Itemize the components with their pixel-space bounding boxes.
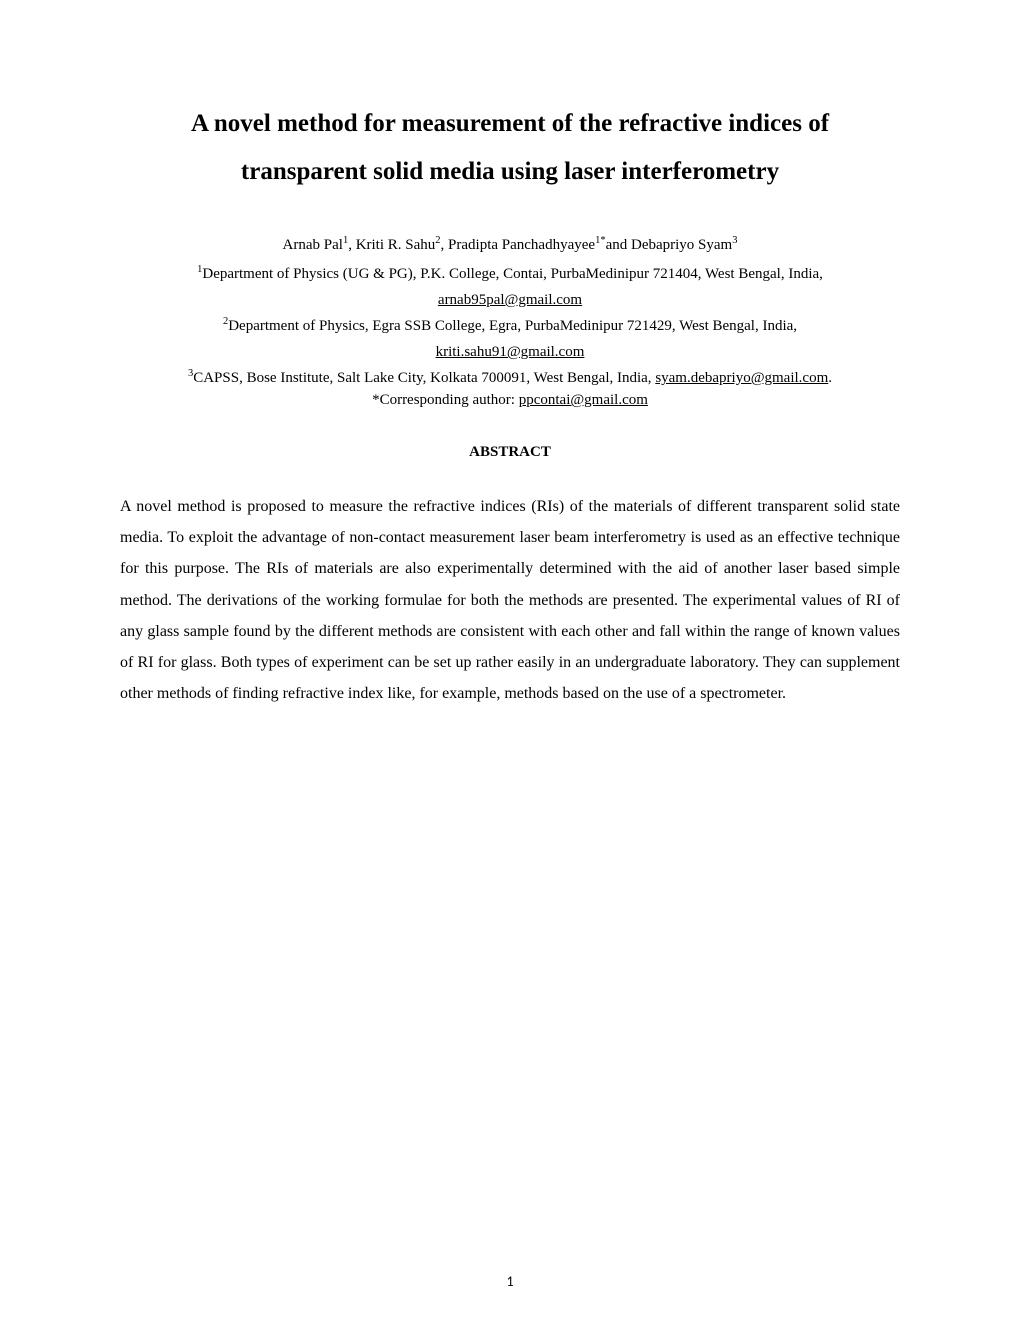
affiliation-2-email: kriti.sahu91@gmail.com — [436, 344, 585, 360]
affiliation-3: 3CAPSS, Bose Institute, Salt Lake City, … — [120, 366, 900, 390]
title-line-2: transparent solid media using laser inte… — [241, 158, 779, 185]
author-sep-3: and — [606, 237, 631, 253]
paper-title: A novel method for measurement of the re… — [120, 100, 900, 195]
affiliation-3-email: syam.debapriyo@gmail.com — [655, 370, 828, 386]
corresponding-email: ppcontai@gmail.com — [519, 392, 648, 408]
affiliation-1-email: arnab95pal@gmail.com — [438, 292, 582, 308]
corresponding-prefix: *Corresponding author: — [372, 392, 519, 408]
author-list: Arnab Pal1, Kriti R. Sahu2, Pradipta Pan… — [120, 235, 900, 254]
page-number: 1 — [506, 1273, 513, 1290]
abstract-body: A novel method is proposed to measure th… — [120, 491, 900, 709]
affiliation-3-text: CAPSS, Bose Institute, Salt Lake City, K… — [193, 370, 655, 386]
author-sep-1: , — [348, 237, 356, 253]
author-4-sup: 3 — [732, 235, 737, 246]
author-sep-2: , — [441, 237, 449, 253]
author-3-name: Pradipta Panchadhyayee — [448, 237, 595, 253]
abstract-heading: ABSTRACT — [120, 444, 900, 461]
affiliation-2-email-line: kriti.sahu91@gmail.com — [120, 340, 900, 364]
affiliation-1-text: Department of Physics (UG & PG), P.K. Co… — [202, 266, 823, 282]
author-4-name: Debapriyo Syam — [631, 237, 732, 253]
corresponding-author: *Corresponding author: ppcontai@gmail.co… — [120, 392, 900, 409]
affiliation-1-email-line: arnab95pal@gmail.com — [120, 288, 900, 312]
affiliation-2-text: Department of Physics, Egra SSB College,… — [228, 318, 797, 334]
author-3-sup: 1* — [595, 235, 606, 246]
author-1-name: Arnab Pal — [283, 237, 343, 253]
affiliation-2: 2Department of Physics, Egra SSB College… — [120, 314, 900, 338]
affiliation-1: 1Department of Physics (UG & PG), P.K. C… — [120, 262, 900, 286]
author-2-name: Kriti R. Sahu — [356, 237, 436, 253]
affiliation-3-suffix: . — [828, 370, 832, 386]
title-line-1: A novel method for measurement of the re… — [191, 110, 829, 137]
